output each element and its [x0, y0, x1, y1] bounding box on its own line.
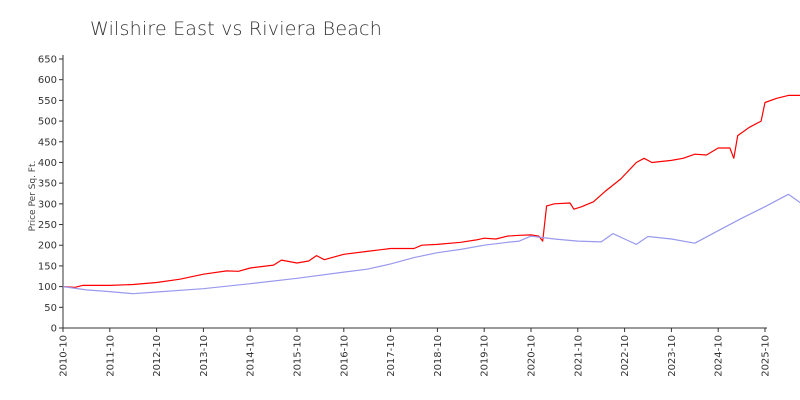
x-tick-label: 2017-10 [386, 335, 397, 377]
x-tick-label: 2011-10 [105, 335, 116, 377]
x-tick-label: 2020-10 [527, 335, 538, 377]
y-tick-label: 150 [38, 261, 57, 272]
y-tick-label: 300 [38, 199, 57, 210]
axes: 0 50 100 150 200 250 300 350 400 450 500 550 600 650 2… [38, 55, 772, 377]
x-tick-label: 2022-10 [620, 335, 631, 377]
chart-title: Wilshire East vs Riviera Beach [90, 18, 382, 40]
y-tick-label: 450 [38, 137, 57, 148]
x-tick-label: 2025-10 [761, 335, 772, 377]
x-tick-label: 2016-10 [339, 335, 350, 377]
series-line-2 [62, 193, 800, 295]
y-tick-label: 50 [44, 303, 57, 314]
x-tick-label: 2019-10 [480, 335, 491, 377]
x-tick-label: 2012-10 [152, 335, 163, 377]
x-tick-label: 2014-10 [246, 335, 257, 377]
x-tick-label: 2018-10 [433, 335, 444, 377]
x-tick-label: 2010-10 [59, 335, 70, 377]
series-line-1 [62, 94, 800, 288]
y-tick-label: 350 [38, 179, 57, 190]
y-tick-label: 600 [38, 75, 57, 86]
y-tick-label: 250 [38, 220, 57, 231]
y-tick-label: 0 [51, 324, 57, 335]
y-tick-label: 650 [38, 55, 57, 66]
y-tick-label: 550 [38, 96, 57, 107]
x-tick-label: 2024-10 [714, 335, 725, 377]
x-tick-label: 2023-10 [667, 335, 678, 377]
x-tick-label: 2021-10 [573, 335, 584, 377]
y-tick-label: 200 [38, 241, 57, 252]
x-tick-label: 2013-10 [199, 335, 210, 377]
y-axis-label: Price Per Sq. Ft. [28, 161, 38, 232]
y-tick-label: 400 [38, 158, 57, 169]
x-tick-label: 2015-10 [293, 335, 304, 377]
series-layer [62, 94, 800, 295]
y-tick-label: 500 [38, 117, 57, 128]
y-tick-label: 100 [38, 282, 57, 293]
